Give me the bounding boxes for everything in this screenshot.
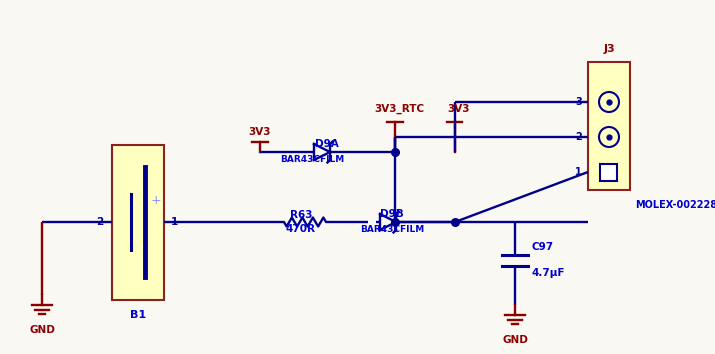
Text: C97: C97 (531, 241, 553, 251)
Bar (112, 144, 164, 299)
Text: 3V3: 3V3 (249, 127, 271, 137)
Text: 3V3: 3V3 (448, 104, 470, 114)
Text: 3: 3 (576, 97, 582, 107)
Text: J3: J3 (603, 44, 615, 54)
Text: 470R: 470R (286, 224, 316, 234)
Text: B1: B1 (130, 309, 146, 320)
Text: D9A: D9A (315, 139, 339, 149)
Text: R63: R63 (290, 210, 312, 220)
Text: 3V3_RTC: 3V3_RTC (374, 104, 424, 114)
Text: GND: GND (502, 335, 528, 345)
Text: 1: 1 (576, 167, 582, 177)
Text: +: + (151, 194, 162, 206)
Text: BAR43CFILM: BAR43CFILM (360, 225, 424, 234)
Text: 1: 1 (171, 217, 178, 227)
Text: 2: 2 (576, 132, 582, 142)
Text: GND: GND (29, 325, 55, 335)
Bar (601, 164, 618, 181)
Text: MOLEX-0022284030: MOLEX-0022284030 (635, 200, 715, 210)
Bar (588, 62, 630, 190)
Text: BAR43CFILM: BAR43CFILM (280, 155, 344, 164)
Text: 2: 2 (96, 217, 103, 227)
Text: D9B: D9B (380, 209, 404, 219)
Text: 4.7μF: 4.7μF (531, 268, 565, 279)
